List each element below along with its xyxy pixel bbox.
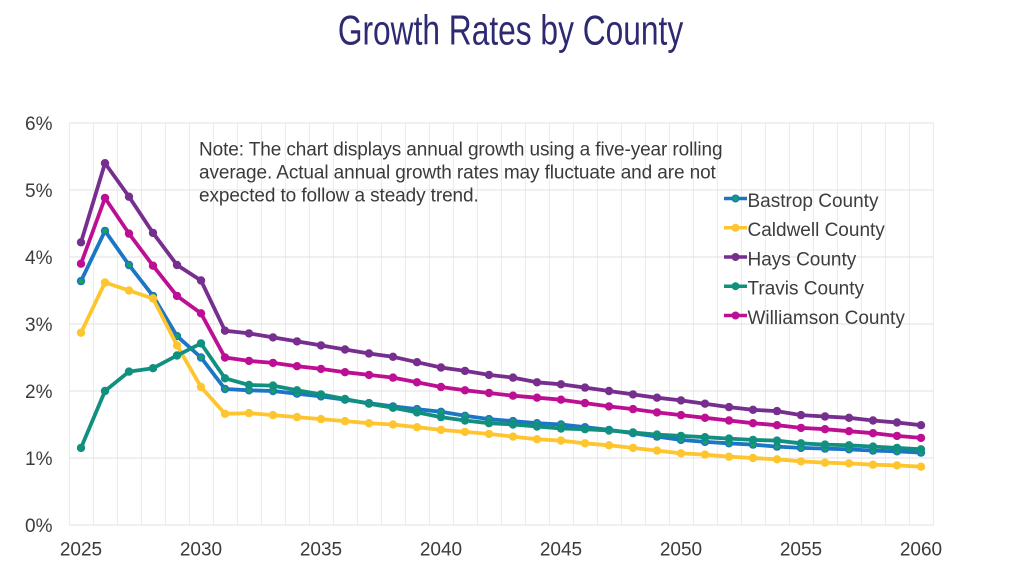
svg-text:Hays County: Hays County <box>748 249 857 270</box>
svg-text:2025: 2025 <box>60 540 102 561</box>
svg-text:2045: 2045 <box>540 540 582 561</box>
svg-text:6%: 6% <box>25 114 53 135</box>
svg-text:Travis County: Travis County <box>748 279 865 300</box>
svg-text:3%: 3% <box>25 315 53 336</box>
svg-text:Note: The chart displays annua: Note: The chart displays annual growth u… <box>199 140 722 161</box>
svg-text:Bastrop County: Bastrop County <box>748 191 879 212</box>
svg-text:1%: 1% <box>25 449 53 470</box>
svg-text:Williamson County: Williamson County <box>748 308 906 329</box>
svg-text:Growth Rates by County: Growth Rates by County <box>338 6 684 53</box>
svg-text:2040: 2040 <box>420 540 462 561</box>
svg-text:Caldwell County: Caldwell County <box>748 220 886 241</box>
svg-text:2055: 2055 <box>780 540 822 561</box>
svg-text:expected to follow a steady tr: expected to follow a steady trend. <box>199 186 479 207</box>
svg-text:average. Actual annual growth: average. Actual annual growth rates may … <box>199 163 717 184</box>
svg-text:2050: 2050 <box>660 540 702 561</box>
svg-text:0%: 0% <box>25 516 53 537</box>
svg-text:4%: 4% <box>25 248 53 269</box>
svg-text:2035: 2035 <box>300 540 342 561</box>
svg-text:2030: 2030 <box>180 540 222 561</box>
svg-text:5%: 5% <box>25 181 53 202</box>
svg-text:2%: 2% <box>25 382 53 403</box>
svg-text:2060: 2060 <box>900 540 942 561</box>
